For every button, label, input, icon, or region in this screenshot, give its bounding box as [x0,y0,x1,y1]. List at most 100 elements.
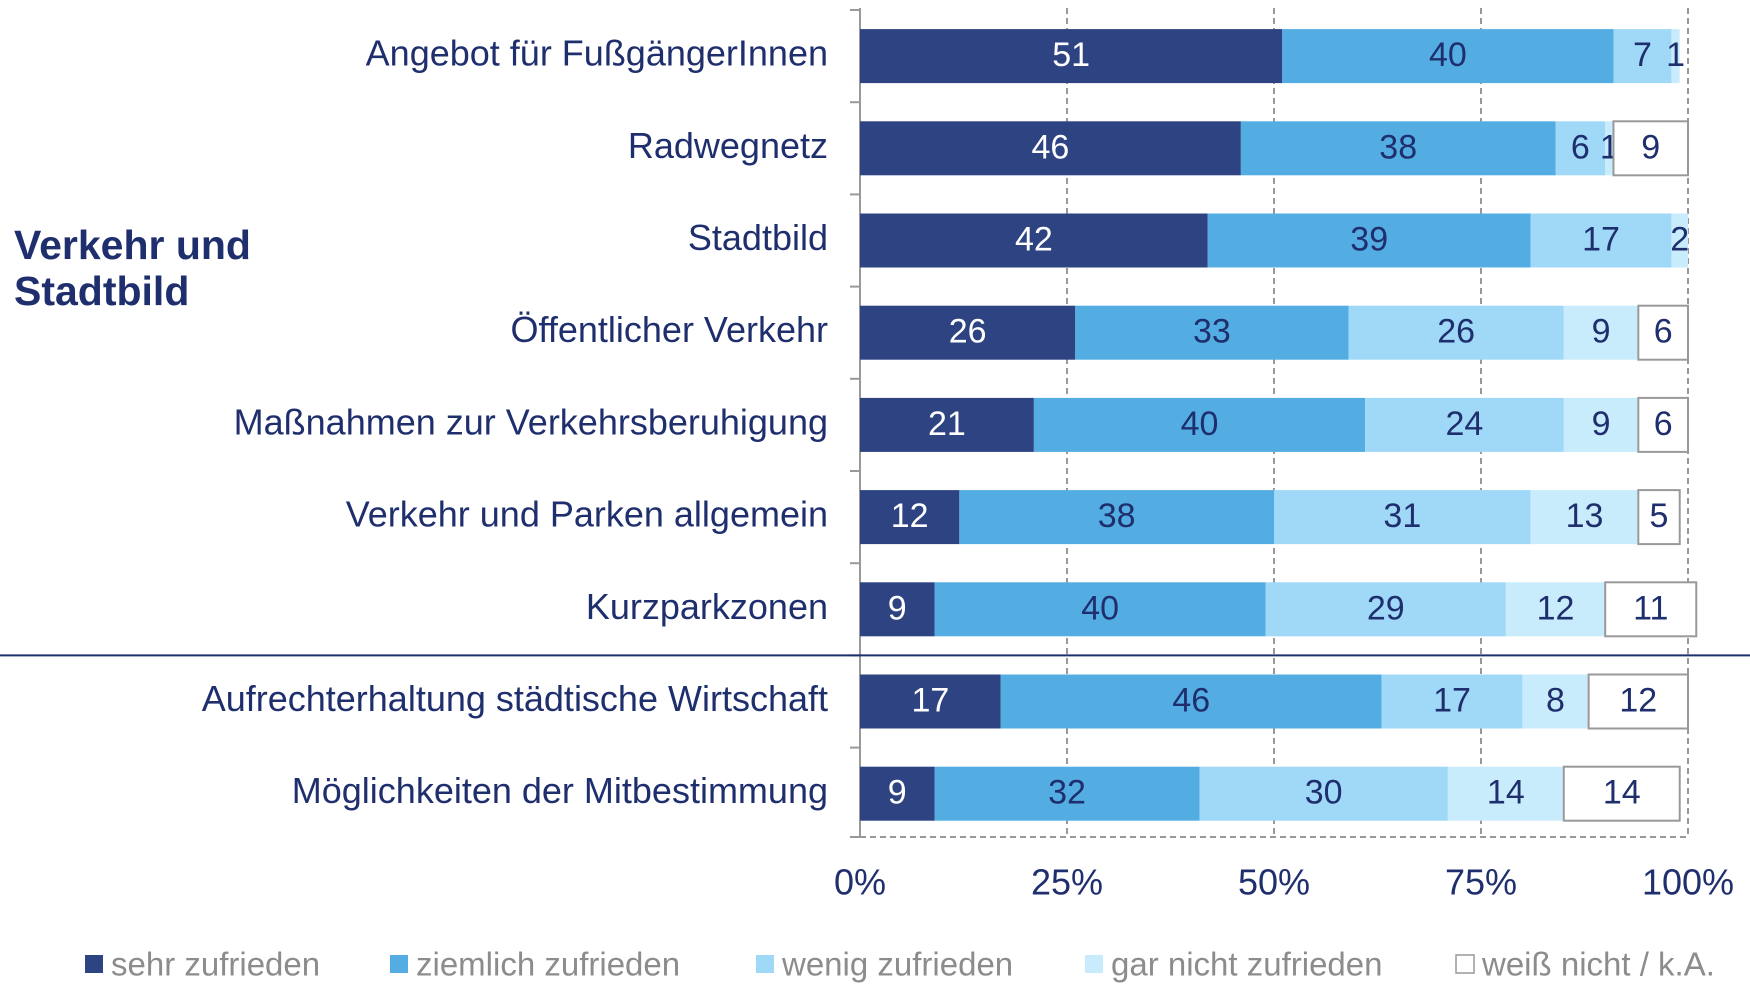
value-label: 46 [1172,681,1210,719]
legend-swatch [85,955,103,973]
bar-segment [1522,674,1589,729]
value-label: 38 [1098,497,1136,535]
category-label: Radwegnetz [628,125,828,166]
bar-segment [1555,121,1606,176]
category-label: Möglichkeiten der Mitbestimmung [292,770,828,811]
bar-segment [959,490,1274,545]
bar-segment [1604,581,1698,638]
value-label: 12 [1537,589,1575,627]
bar-segment [1563,397,1639,452]
bar-segment [860,490,960,545]
value-label: 38 [1379,128,1417,166]
bar-segment [860,397,1034,452]
value-label: 2 [1670,220,1689,258]
bar-segment [1199,766,1448,821]
bar-segment [1637,489,1681,546]
value-label: 24 [1446,405,1484,443]
bar-segment [1207,213,1531,268]
value-label: 9 [1641,128,1660,166]
value-label: 33 [1193,313,1231,351]
value-label: 40 [1181,405,1219,443]
category-label: Aufrechterhaltung städtische Wirtschaft [202,678,828,719]
value-label: 13 [1566,497,1604,535]
bar-segment [1613,29,1672,84]
legend-label: ziemlich zufrieden [416,946,680,983]
value-label: 26 [1437,313,1475,351]
bar-segment [1612,120,1689,177]
bar-segment [1671,213,1688,268]
bar-segment [860,674,1001,729]
bar-segment [1605,121,1614,176]
legend-swatch [1455,954,1475,974]
bar-segment [1381,674,1523,729]
value-label: 46 [1032,128,1070,166]
bar-segment [1563,305,1639,360]
category-label: Kurzparkzonen [586,586,828,627]
bar-segment [934,766,1200,821]
bar-segment [1033,397,1366,452]
value-label: 9 [888,774,907,812]
bar-segment [1671,29,1680,84]
category-label: Maßnahmen zur Verkehrsberuhigung [234,401,828,442]
group-label: Verkehr und Stadtbild [14,222,251,314]
bar-segment [1282,29,1614,84]
bar-segment [860,766,935,821]
bar-segment [860,213,1208,268]
value-label: 5 [1650,497,1669,535]
value-label: 14 [1487,774,1525,812]
value-label: 12 [891,497,929,535]
bar-segment [1274,490,1531,545]
bar-segment [860,582,935,637]
bar-segment [1637,396,1689,453]
x-tick-label: 50% [1238,862,1310,903]
legend-label: sehr zufrieden [111,946,320,983]
bar-segment [860,121,1241,176]
value-label: 26 [949,313,987,351]
bar-segment [1075,305,1349,360]
category-label: Angebot für FußgängerInnen [366,33,828,74]
bar-segment [1562,765,1681,822]
value-label: 40 [1429,36,1467,74]
bar-segment [1587,673,1690,730]
value-label: 30 [1305,774,1343,812]
value-label: 40 [1081,589,1119,627]
value-label: 9 [888,589,907,627]
value-label: 1 [1666,36,1685,74]
bar-segment [1000,674,1382,729]
value-label: 29 [1367,589,1405,627]
value-label: 12 [1619,681,1657,719]
value-label: 51 [1052,36,1090,74]
value-label: 17 [1582,220,1620,258]
bar-segment [1240,121,1556,176]
category-label: Verkehr und Parken allgemein [346,494,828,535]
category-label: Öffentlicher Verkehr [511,309,829,350]
bar-segment [1530,213,1672,268]
bar-segment [1637,304,1689,361]
legend-swatch [1085,955,1103,973]
value-label: 6 [1654,313,1673,351]
value-label: 17 [1433,681,1471,719]
value-label: 6 [1571,128,1590,166]
value-label: 32 [1048,774,1086,812]
value-label: 14 [1603,774,1641,812]
bar-segment [1530,490,1639,545]
bar-segment [1447,766,1564,821]
value-label: 17 [911,681,949,719]
value-label: 21 [928,405,966,443]
x-tick-label: 0% [834,862,886,903]
bar-segment [1348,305,1564,360]
value-label: 7 [1633,36,1652,74]
bar-segment [1265,582,1506,637]
value-label: 39 [1350,220,1388,258]
bar-segment [1505,582,1606,637]
x-tick-label: 25% [1031,862,1103,903]
legend-swatch [390,955,408,973]
value-label: 9 [1592,405,1611,443]
legend-label: gar nicht zufrieden [1111,946,1383,983]
bar-segment [934,582,1266,637]
legend-swatch [756,955,774,973]
x-tick-label: 100% [1642,862,1734,903]
value-label: 6 [1654,405,1673,443]
